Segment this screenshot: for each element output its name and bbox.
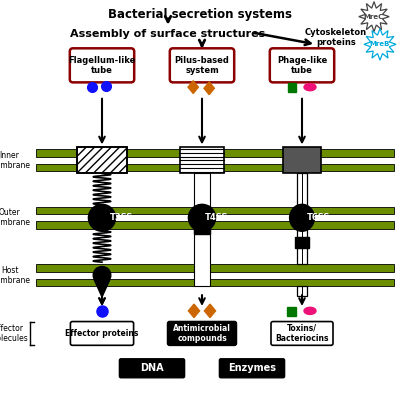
Ellipse shape [304,307,316,314]
Text: Effector
molecules: Effector molecules [0,324,28,343]
Ellipse shape [188,204,216,231]
Bar [36,264,394,272]
Text: Toxins/
Bacteriocins: Toxins/ Bacteriocins [275,324,329,343]
Text: Flagellum-like
tube: Flagellum-like tube [68,56,136,75]
Text: Cytoskeleton
proteins: Cytoskeleton proteins [305,28,367,47]
Circle shape [93,267,111,284]
Polygon shape [204,82,214,95]
Text: MreB: MreB [370,41,390,48]
FancyBboxPatch shape [219,359,285,378]
Text: MreC: MreC [364,13,384,20]
Text: Assembly of surface structures: Assembly of surface structures [70,29,266,38]
Text: T3SS: T3SS [110,213,133,222]
Text: Bacterial secretion systems: Bacterial secretion systems [108,8,292,21]
Bar [297,286,307,296]
Text: T4SS: T4SS [205,213,228,222]
Bar [77,147,127,173]
Text: Enzymes: Enzymes [228,363,276,373]
Bar [194,222,210,234]
Ellipse shape [88,204,116,231]
Bar [36,279,394,286]
FancyBboxPatch shape [70,48,134,82]
FancyBboxPatch shape [270,48,334,82]
Bar [77,147,127,173]
FancyBboxPatch shape [170,48,234,82]
Bar [180,147,224,173]
Bar [287,307,296,316]
FancyBboxPatch shape [271,322,333,345]
Text: T6SS: T6SS [307,213,330,222]
Bar [295,236,309,249]
Polygon shape [204,304,216,318]
Polygon shape [94,279,110,297]
Polygon shape [188,81,198,93]
Bar [194,173,210,286]
Text: Outer
Membrane: Outer Membrane [0,208,30,227]
Polygon shape [188,304,200,318]
Text: Phage-like
tube: Phage-like tube [277,56,327,75]
Bar [288,83,296,92]
Bar [36,164,394,171]
Text: Pilus-based
system: Pilus-based system [174,56,230,75]
FancyBboxPatch shape [168,322,236,345]
FancyBboxPatch shape [119,359,185,378]
Bar [36,221,394,229]
Bar [36,149,394,157]
FancyBboxPatch shape [70,322,134,345]
Ellipse shape [290,204,314,231]
Text: DNA: DNA [140,363,164,373]
Ellipse shape [304,84,316,91]
Text: Antimicrobial
compounds: Antimicrobial compounds [173,324,231,343]
Bar [36,207,394,214]
Bar [283,147,321,173]
Text: Effector proteins: Effector proteins [65,329,139,338]
Text: Host
Membrane: Host Membrane [0,266,30,285]
Bar [194,206,210,218]
Bar [297,173,307,264]
Text: Inner
Membrane: Inner Membrane [0,151,30,170]
